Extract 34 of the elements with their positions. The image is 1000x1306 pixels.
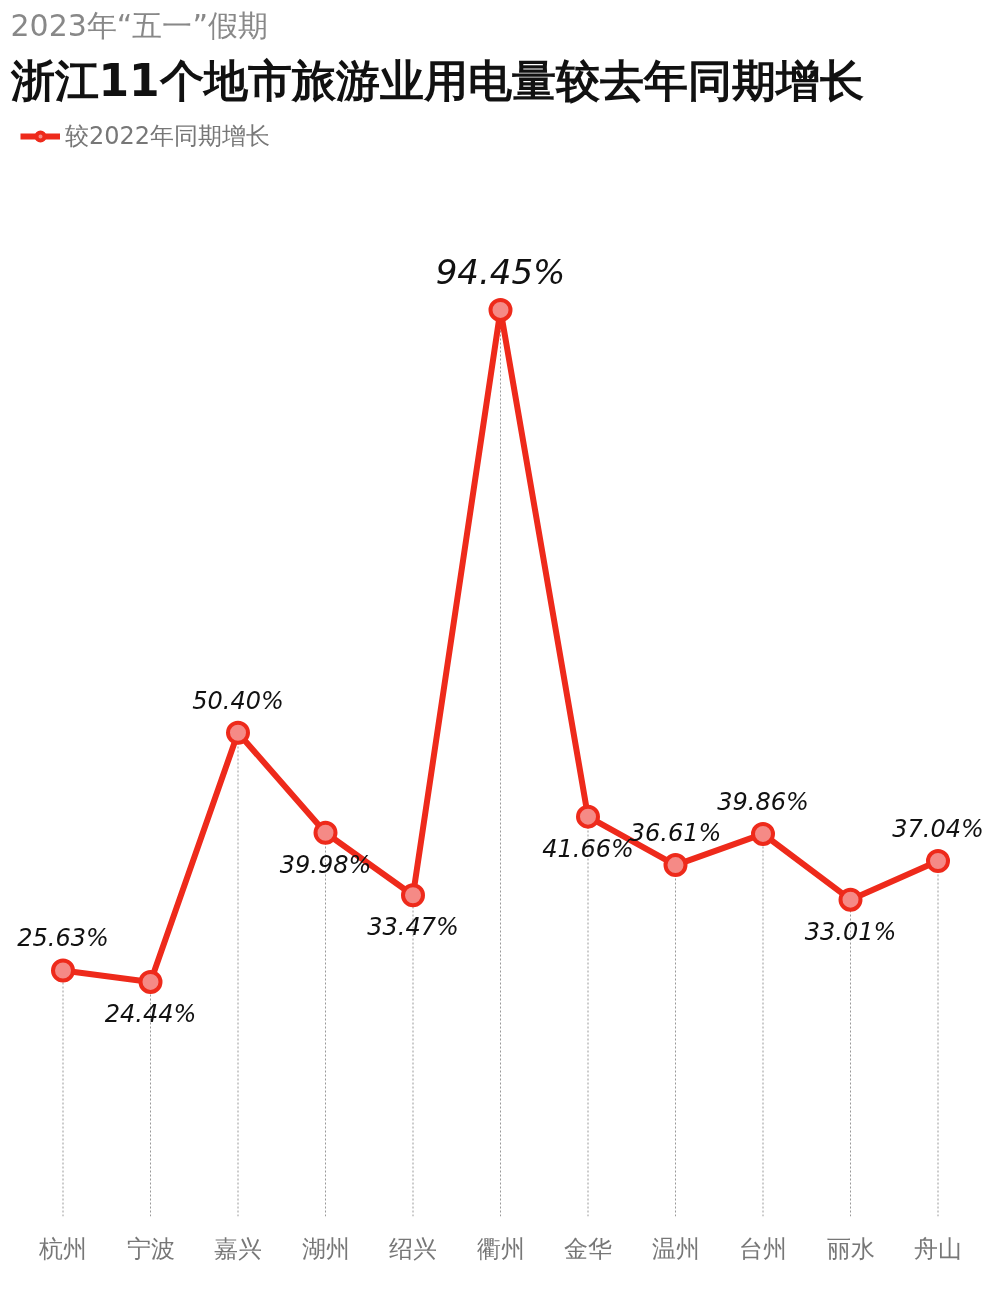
data-label: 39.86% <box>717 787 809 816</box>
x-tick-label: 杭州 <box>38 1234 87 1263</box>
point <box>138 969 163 994</box>
x-tick-label: 湖州 <box>301 1234 350 1263</box>
point <box>313 820 338 845</box>
data-label: 24.44% <box>104 999 197 1028</box>
chart-subtitle: 2023年“五一”假期 <box>10 7 268 43</box>
data-label: 33.01% <box>804 917 897 946</box>
point <box>488 297 513 322</box>
data-label: 39.98% <box>279 850 372 879</box>
x-tick-label: 嘉兴 <box>214 1234 262 1263</box>
point <box>226 720 250 745</box>
legend-label: 较2022年同期增长 <box>65 121 271 152</box>
data-label: 94.45% <box>435 251 566 292</box>
point <box>576 804 600 829</box>
x-tick-label: 金华 <box>564 1234 612 1263</box>
point <box>51 958 75 983</box>
x-tick-label: 台州 <box>739 1234 787 1263</box>
data-label: 37.04% <box>892 814 984 843</box>
x-tick-label: 温州 <box>651 1234 700 1263</box>
point <box>663 853 688 878</box>
point <box>926 849 950 873</box>
data-label: 25.63% <box>17 924 109 953</box>
x-tick-label: 绍兴 <box>389 1234 437 1263</box>
point <box>751 821 775 846</box>
point <box>401 883 425 908</box>
x-tick-label: 舟山 <box>914 1234 962 1263</box>
chart-title: 浙江11个地市旅游业用电量较去年同期增长 <box>9 54 864 106</box>
data-label: 50.40% <box>192 686 284 715</box>
data-label: 33.47% <box>367 913 459 942</box>
x-tick-label: 宁波 <box>126 1234 175 1263</box>
point <box>838 887 863 912</box>
x-tick-label: 丽水 <box>826 1234 875 1263</box>
x-tick-label: 衢州 <box>476 1234 525 1263</box>
